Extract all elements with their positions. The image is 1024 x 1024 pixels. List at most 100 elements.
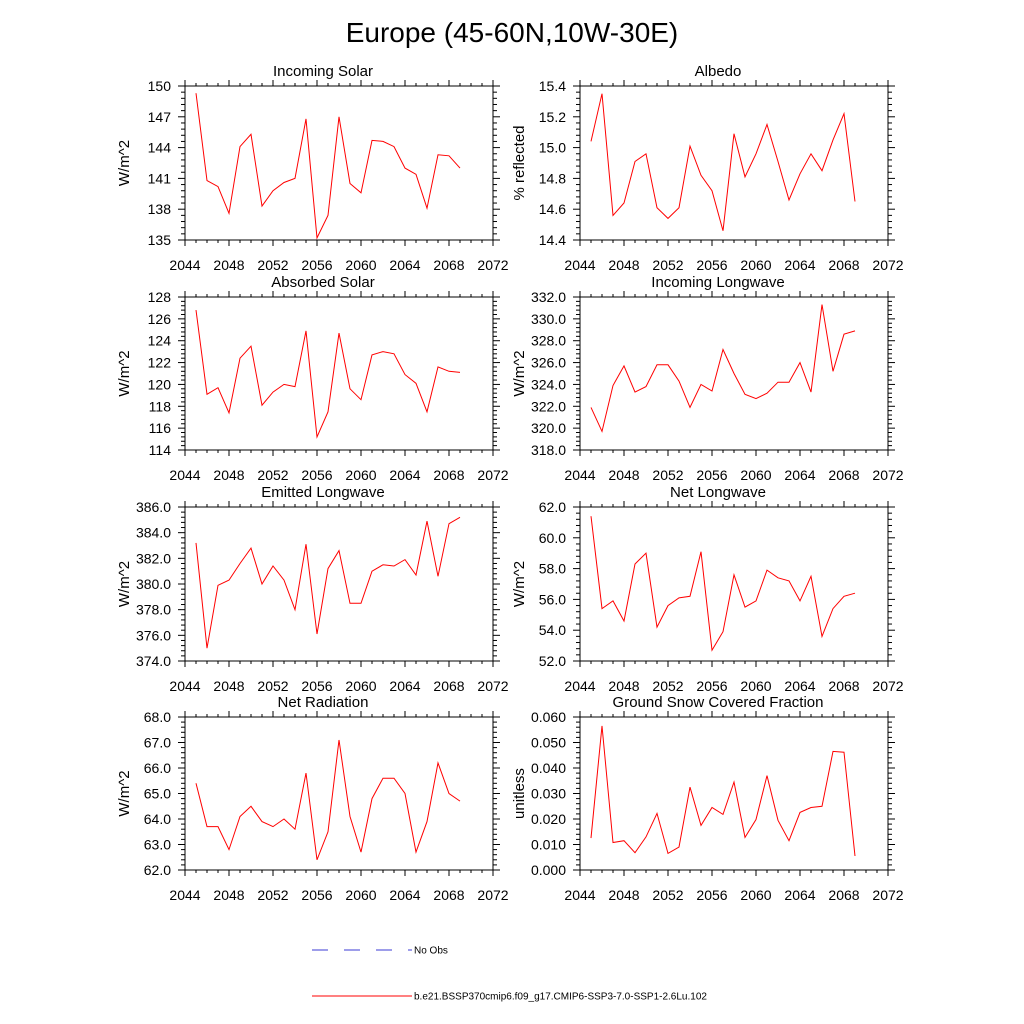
- plot-frame: [184, 85, 494, 241]
- x-tick-label: 2048: [608, 467, 639, 483]
- y-tick-label: 58.0: [539, 561, 566, 577]
- y-tick-label: 120: [148, 376, 172, 392]
- x-tick-label: 2048: [213, 467, 244, 483]
- x-tick-label: 2052: [652, 467, 683, 483]
- x-tick-label: 2044: [564, 257, 595, 273]
- x-tick-label: 2060: [345, 467, 376, 483]
- y-tick-label: 114: [149, 442, 172, 458]
- series-line: [590, 93, 856, 231]
- panel-2: 2044 2048 2052 2056 2060 2064 2068 2072 114 116 11…: [116, 274, 509, 483]
- y-tick-label: 66.0: [144, 760, 171, 776]
- y-tick-label: 15.0: [539, 140, 566, 156]
- x-tick-label: 2060: [345, 887, 376, 903]
- x-tick-label: 2068: [433, 467, 464, 483]
- y-tick-label: 144: [148, 140, 172, 156]
- plot-frame: [579, 716, 889, 871]
- x-tick-label: 2052: [652, 257, 683, 273]
- y-tick-label: 328.0: [531, 333, 566, 349]
- y-tick-label: 384.0: [136, 525, 171, 541]
- series-line: [590, 304, 856, 433]
- y-tick-label: 374.0: [136, 653, 171, 669]
- plot-frame: [579, 506, 889, 662]
- y-tick-label: 0.060: [531, 709, 566, 725]
- x-tick-label: 2060: [345, 678, 376, 694]
- y-tick-label: 332.0: [531, 289, 566, 305]
- plot-frame: [184, 296, 494, 451]
- y-tick-label: 386.0: [136, 499, 171, 515]
- x-tick-label: 2056: [696, 467, 727, 483]
- x-tick-label: 2068: [828, 257, 859, 273]
- x-tick-label: 2052: [257, 467, 288, 483]
- y-axis-label: % reflected: [511, 125, 528, 200]
- legend-obs-label: No Obs: [414, 946, 448, 957]
- x-tick-label: 2068: [433, 678, 464, 694]
- panel-title: Albedo: [695, 63, 742, 80]
- y-tick-label: 0.020: [531, 811, 566, 827]
- y-tick-label: 15.2: [539, 109, 566, 125]
- x-tick-label: 2044: [169, 257, 200, 273]
- y-tick-label: 65.0: [144, 786, 171, 802]
- x-tick-label: 2072: [872, 257, 903, 273]
- x-tick-label: 2064: [389, 678, 420, 694]
- y-tick-label: 52.0: [539, 653, 566, 669]
- x-tick-label: 2056: [301, 887, 332, 903]
- x-tick-label: 2052: [652, 678, 683, 694]
- x-tick-label: 2044: [169, 887, 200, 903]
- x-tick-label: 2048: [608, 678, 639, 694]
- y-tick-label: 326.0: [531, 355, 566, 371]
- y-tick-label: 64.0: [144, 811, 171, 827]
- x-tick-label: 2060: [740, 467, 771, 483]
- y-tick-label: 68.0: [144, 709, 171, 725]
- legend: No Obs b.e21.BSSP370cmip6.f09_g17.CMIP6-…: [312, 946, 707, 1003]
- x-tick-label: 2052: [652, 887, 683, 903]
- x-tick-label: 2072: [477, 887, 508, 903]
- y-tick-label: 147: [148, 109, 172, 125]
- legend-model-label: b.e21.BSSP370cmip6.f09_g17.CMIP6-SSP3-7.…: [414, 992, 707, 1003]
- y-axis-label: unitless: [511, 768, 528, 819]
- x-tick-label: 2064: [784, 257, 815, 273]
- series-line: [195, 310, 461, 439]
- y-tick-label: 62.0: [144, 862, 171, 878]
- y-tick-label: 56.0: [539, 591, 566, 607]
- x-tick-label: 2052: [257, 678, 288, 694]
- x-tick-label: 2072: [872, 678, 903, 694]
- x-tick-label: 2052: [257, 887, 288, 903]
- panel-title: Emitted Longwave: [261, 484, 384, 501]
- x-tick-label: 2044: [564, 678, 595, 694]
- x-tick-label: 2072: [477, 257, 508, 273]
- y-tick-label: 14.6: [539, 201, 566, 217]
- series-line: [590, 725, 856, 857]
- y-tick-label: 378.0: [136, 602, 171, 618]
- y-tick-label: 118: [149, 398, 172, 414]
- y-tick-label: 0.030: [531, 786, 566, 802]
- y-tick-label: 126: [148, 311, 172, 327]
- y-tick-label: 60.0: [539, 530, 566, 546]
- x-tick-label: 2068: [828, 467, 859, 483]
- y-tick-label: 141: [148, 170, 172, 186]
- y-tick-label: 380.0: [136, 576, 171, 592]
- x-tick-label: 2056: [301, 257, 332, 273]
- x-tick-label: 2064: [784, 467, 815, 483]
- y-tick-label: 150: [148, 78, 172, 94]
- panels: 2044 2048 2052 2056 2060 2064 2068 2072 135 138 14…: [116, 63, 904, 903]
- y-axis-label: W/m^2: [116, 561, 133, 607]
- panel-7: 2044 2048 2052 2056 2060 2064 2068 2072 0.000 0.0…: [511, 694, 904, 903]
- y-tick-label: 0.050: [531, 735, 566, 751]
- y-axis-label: W/m^2: [116, 770, 133, 816]
- panel-title: Incoming Longwave: [651, 274, 784, 291]
- x-tick-label: 2048: [608, 887, 639, 903]
- y-axis-label: W/m^2: [511, 350, 528, 396]
- x-tick-label: 2068: [433, 887, 464, 903]
- y-axis-label: W/m^2: [116, 350, 133, 396]
- x-tick-label: 2048: [213, 887, 244, 903]
- y-tick-label: 382.0: [136, 550, 171, 566]
- y-tick-label: 14.4: [539, 232, 566, 248]
- x-tick-label: 2048: [213, 678, 244, 694]
- y-tick-label: 62.0: [539, 499, 566, 515]
- x-tick-label: 2048: [608, 257, 639, 273]
- x-tick-label: 2060: [740, 257, 771, 273]
- x-tick-label: 2044: [169, 678, 200, 694]
- x-tick-label: 2056: [301, 678, 332, 694]
- series-line: [195, 739, 461, 860]
- y-tick-label: 63.0: [144, 837, 171, 853]
